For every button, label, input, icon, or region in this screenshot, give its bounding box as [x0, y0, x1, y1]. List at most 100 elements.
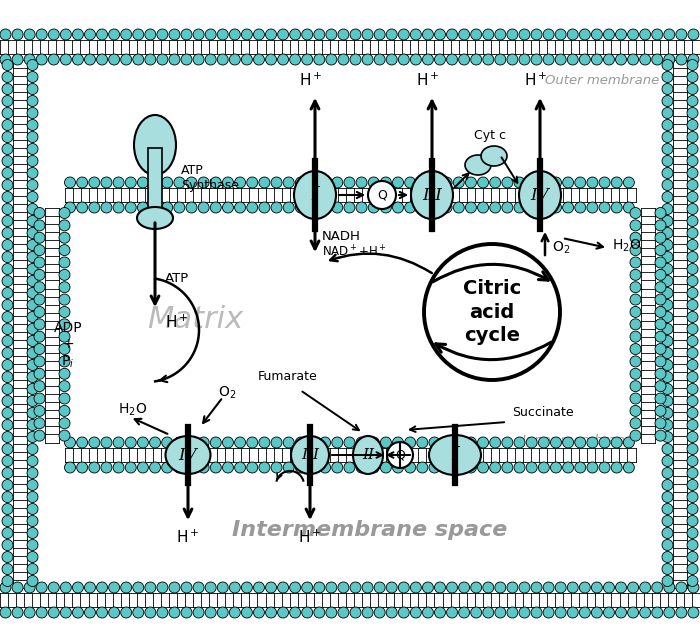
Circle shape [410, 54, 421, 65]
Bar [673, 60, 687, 588]
Circle shape [34, 418, 45, 429]
Circle shape [217, 54, 228, 65]
Circle shape [0, 54, 11, 65]
Circle shape [133, 582, 144, 593]
Circle shape [338, 29, 349, 40]
Circle shape [538, 437, 550, 448]
Circle shape [687, 216, 698, 226]
Circle shape [611, 437, 622, 448]
Circle shape [687, 384, 698, 394]
Circle shape [454, 177, 464, 188]
Circle shape [410, 607, 421, 618]
Circle shape [27, 204, 38, 214]
Circle shape [24, 29, 35, 40]
Circle shape [441, 437, 452, 448]
Circle shape [655, 331, 666, 342]
Circle shape [12, 29, 23, 40]
Circle shape [284, 202, 294, 213]
Circle shape [59, 331, 70, 342]
Text: I: I [311, 186, 319, 204]
Circle shape [416, 437, 428, 448]
Circle shape [27, 515, 38, 526]
Circle shape [59, 269, 70, 280]
Circle shape [48, 582, 60, 593]
Circle shape [27, 503, 38, 515]
Circle shape [490, 437, 500, 448]
Circle shape [113, 202, 124, 213]
Circle shape [101, 462, 112, 473]
Circle shape [599, 437, 610, 448]
Circle shape [27, 564, 38, 574]
Text: Cyt c: Cyt c [474, 129, 506, 143]
Circle shape [210, 202, 221, 213]
Circle shape [0, 29, 11, 40]
Circle shape [603, 607, 615, 618]
Circle shape [2, 540, 13, 550]
Circle shape [27, 527, 38, 538]
Circle shape [470, 607, 482, 618]
Circle shape [2, 491, 13, 503]
Ellipse shape [353, 436, 383, 474]
Circle shape [302, 582, 313, 593]
Circle shape [405, 177, 416, 188]
Ellipse shape [481, 146, 507, 166]
Circle shape [599, 202, 610, 213]
Circle shape [27, 311, 38, 323]
Circle shape [687, 204, 698, 214]
Circle shape [687, 96, 698, 107]
Circle shape [662, 576, 673, 586]
Circle shape [76, 462, 88, 473]
Circle shape [687, 323, 698, 335]
Circle shape [205, 54, 216, 65]
Circle shape [587, 177, 598, 188]
Circle shape [34, 380, 45, 392]
Circle shape [386, 29, 397, 40]
Circle shape [662, 515, 673, 526]
Circle shape [2, 204, 13, 214]
Circle shape [386, 582, 397, 593]
Circle shape [662, 143, 673, 155]
Circle shape [2, 311, 13, 323]
Circle shape [76, 202, 88, 213]
Circle shape [234, 462, 246, 473]
Circle shape [655, 207, 666, 219]
Circle shape [662, 72, 673, 82]
Circle shape [640, 54, 651, 65]
Circle shape [441, 202, 452, 213]
Circle shape [34, 232, 45, 243]
Circle shape [550, 437, 561, 448]
Circle shape [362, 582, 373, 593]
Circle shape [655, 393, 666, 404]
Ellipse shape [137, 207, 173, 229]
Circle shape [563, 177, 573, 188]
Circle shape [374, 607, 385, 618]
Circle shape [34, 356, 45, 367]
Text: H$^+$: H$^+$ [524, 72, 547, 89]
Circle shape [265, 582, 276, 593]
Circle shape [344, 202, 355, 213]
Circle shape [27, 191, 38, 202]
Ellipse shape [134, 115, 176, 175]
Circle shape [688, 607, 699, 618]
Circle shape [320, 202, 330, 213]
Circle shape [27, 479, 38, 491]
Circle shape [592, 582, 603, 593]
Circle shape [0, 607, 11, 618]
Circle shape [441, 462, 452, 473]
Circle shape [36, 582, 47, 593]
Circle shape [27, 108, 38, 119]
Circle shape [687, 467, 698, 479]
Circle shape [398, 582, 409, 593]
Text: ATP
Synthase: ATP Synthase [181, 164, 239, 192]
Circle shape [611, 462, 622, 473]
Circle shape [2, 479, 13, 491]
Circle shape [174, 202, 185, 213]
Circle shape [72, 582, 83, 593]
Circle shape [630, 319, 641, 330]
Circle shape [2, 276, 13, 287]
Circle shape [246, 437, 258, 448]
Circle shape [64, 462, 76, 473]
Circle shape [217, 29, 228, 40]
Text: Fumarate: Fumarate [258, 370, 318, 384]
Circle shape [150, 177, 160, 188]
